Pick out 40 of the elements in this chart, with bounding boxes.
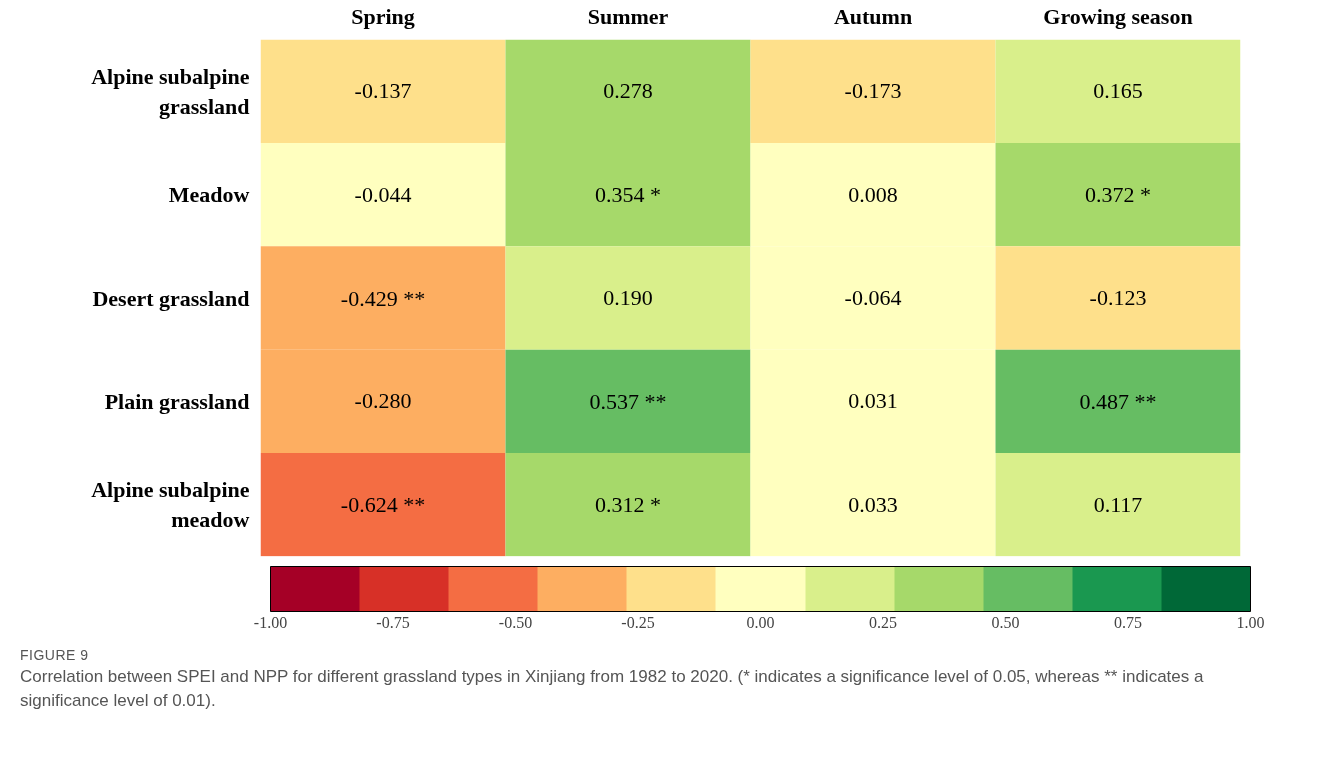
- data-label: 0.031: [848, 388, 898, 414]
- color-bar-label: 0.50: [991, 613, 1020, 631]
- data-label: 0.354 *: [595, 182, 661, 208]
- data-label: -0.624 **: [340, 492, 426, 518]
- data-label: 0.487 **: [1079, 388, 1157, 414]
- y-tick-label: Desert grassland: [92, 285, 250, 311]
- data-label: 0.312 *: [595, 492, 661, 518]
- color-bar-label: 0.75: [1114, 613, 1142, 631]
- caption: FIGURE 9: [20, 646, 90, 665]
- color-bar-label: -0.25: [621, 613, 655, 631]
- data-label: -0.280: [354, 388, 412, 414]
- color-bar-label: 0.25: [869, 613, 897, 631]
- data-label: 0.165: [1093, 78, 1143, 104]
- color-bar-label: 0.00: [746, 613, 775, 631]
- data-label: -0.429 **: [340, 285, 426, 311]
- data-label: 0.372 *: [1085, 182, 1151, 208]
- y-tick-label: Plain grassland: [104, 388, 250, 414]
- y-tick-label: Alpine subalpine meadow: [91, 477, 250, 533]
- text: Correlation between SPEI and NPP for different grassland types in Xinjiang from 1982 to 2020. (* indicates a significance level of 0.05, whereas ** indicates a significance level of 0.01).: [20, 666, 1205, 713]
- data-label: -0.064: [844, 285, 902, 310]
- x-tick-label: Growing season: [1043, 3, 1193, 29]
- y-tick-label: Meadow: [168, 182, 250, 208]
- data-label: 0.537 **: [589, 388, 667, 414]
- data-label: 0.008: [848, 181, 898, 207]
- x-tick-label: Spring: [351, 3, 415, 29]
- color-bar-label: -0.75: [376, 613, 410, 631]
- data-label: -0.173: [844, 78, 902, 104]
- data-label: -0.044: [354, 181, 412, 207]
- data-label: 0.278: [603, 78, 653, 104]
- x-tick-label: Summer: [587, 3, 669, 29]
- data-label: 0.190: [603, 285, 653, 310]
- color-bar-label: -1.00: [253, 613, 288, 631]
- data-label: 0.033: [848, 491, 898, 517]
- data-label: 0.117: [1093, 491, 1143, 517]
- x-tick-label: Autumn: [833, 3, 913, 29]
- color-bar-label: 1.00: [1236, 613, 1265, 631]
- data-label: -0.123: [1089, 285, 1147, 310]
- data-label: -0.137: [354, 78, 412, 104]
- color-bar-label: -0.50: [498, 613, 533, 631]
- y-tick-label: Alpine subalpine grassland: [91, 63, 250, 119]
